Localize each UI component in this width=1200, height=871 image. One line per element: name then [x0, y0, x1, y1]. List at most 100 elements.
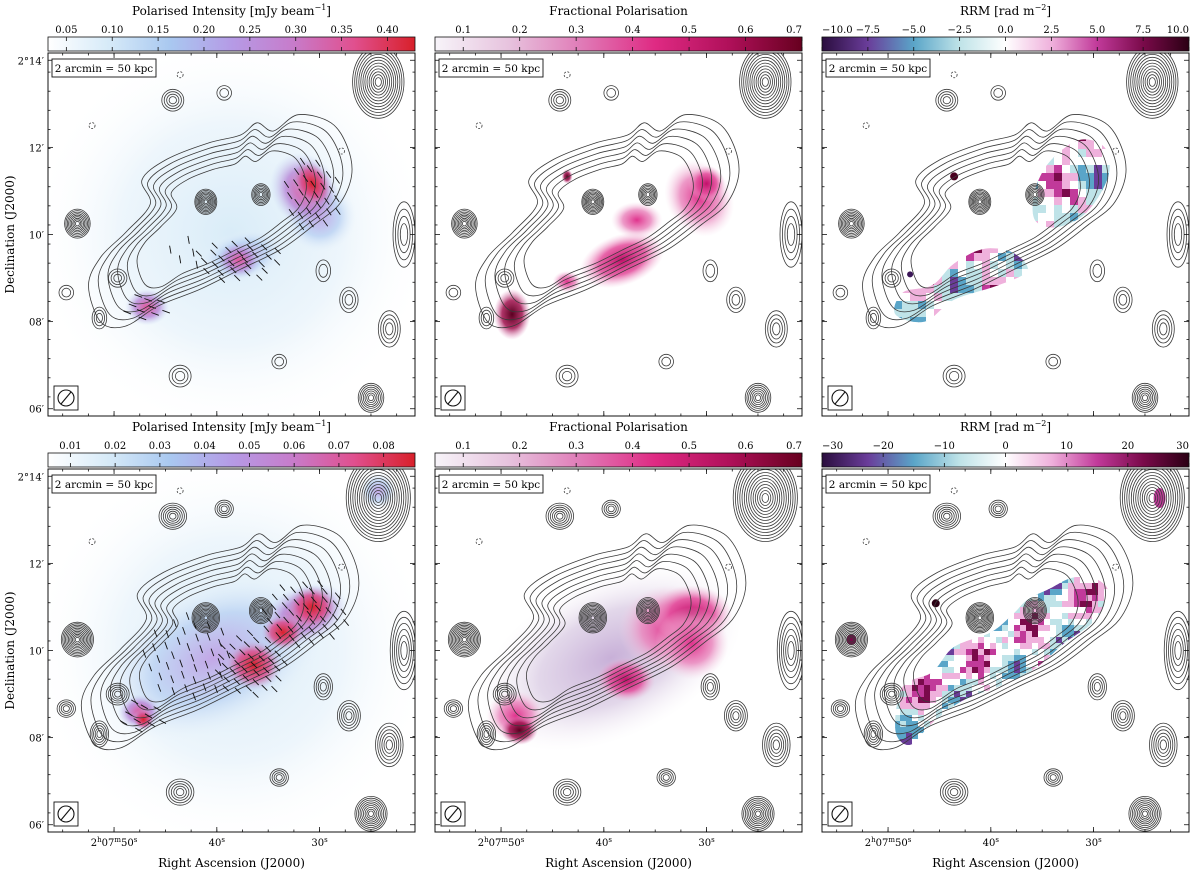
source-contour [743, 53, 788, 113]
rrm-pixel [1046, 221, 1055, 228]
colorbar-tick-label: −10.0 [822, 25, 853, 36]
source-contour [731, 293, 741, 306]
source-contour [974, 195, 986, 209]
rrm-pixel [1086, 173, 1095, 182]
source-contour [603, 85, 619, 101]
vector-mark [315, 200, 321, 208]
vector-mark [328, 185, 335, 193]
rrm-pixel [1102, 157, 1110, 166]
rrm-pixel [1006, 269, 1015, 278]
source-contour [200, 611, 212, 625]
rrm-pixel [1014, 269, 1023, 278]
rrm-pixel [1078, 149, 1087, 158]
rrm-pixel [1022, 269, 1028, 278]
source-contour [93, 309, 106, 327]
source-contour [548, 88, 572, 112]
polarisation-vectors [123, 157, 341, 321]
source-contour [761, 77, 769, 87]
rrm-pixel [1062, 189, 1071, 198]
rrm-pixel [1062, 165, 1071, 174]
emission-blob [493, 288, 531, 340]
rrm-pixel [998, 261, 1007, 270]
negative-contour [475, 122, 483, 129]
source-contour [113, 273, 122, 283]
source-contour [175, 370, 186, 382]
diffuse-contour [117, 135, 326, 305]
vector-mark [144, 298, 152, 302]
rrm-pixel [1070, 149, 1079, 158]
vector-mark [195, 260, 198, 269]
source-contour [583, 191, 602, 213]
source-contour [728, 290, 743, 310]
source-contour [168, 96, 177, 105]
source-contour [197, 608, 215, 627]
source-contour [203, 615, 208, 621]
source-contour [194, 188, 218, 215]
source-contour [252, 184, 270, 205]
source-contour [168, 364, 192, 388]
source-contour [1030, 189, 1040, 201]
source-contour [358, 54, 399, 111]
colorbar-title: Polarised Intensity [mJy beam−1] [132, 3, 331, 18]
panel-content [48, 469, 415, 832]
diffuse-contour [523, 150, 694, 289]
emission-blob [611, 201, 663, 239]
rrm-pixel [894, 301, 903, 310]
rrm-pixel [1062, 213, 1071, 222]
source-contour [60, 621, 94, 658]
vector-mark [293, 179, 299, 187]
source-contour [1126, 53, 1179, 119]
vector-mark [211, 261, 219, 268]
source-contour [749, 59, 782, 105]
rrm-pixel [1046, 173, 1055, 182]
diffuse-contour [900, 143, 1090, 297]
rrm-pixel [974, 253, 983, 262]
y-tick-label: 10′ [29, 231, 45, 242]
colorbar-tick-label: 0.30 [285, 25, 307, 36]
rrm-pixel [918, 285, 927, 294]
rrm-pixel [942, 277, 951, 286]
source-contour [354, 53, 403, 116]
rrm-pixel [934, 301, 943, 310]
rrm-pixel [1078, 157, 1087, 166]
rrm-pixel [1054, 189, 1063, 198]
source-contour [555, 96, 564, 105]
source-contour [846, 217, 857, 230]
vector-mark [288, 208, 295, 217]
source-contour [1045, 353, 1061, 370]
emission-blob [688, 165, 725, 202]
rrm-pixel [918, 293, 927, 302]
source-contour [192, 603, 219, 633]
vector-mark [162, 309, 171, 314]
source-contour [1142, 68, 1162, 96]
source-contour [745, 54, 786, 111]
source-contour [1159, 322, 1168, 336]
rrm-pixel [982, 248, 991, 254]
source-contour [457, 216, 471, 231]
rrm-pixel [1014, 253, 1023, 262]
source-contour [1089, 259, 1106, 283]
source-contour [747, 56, 784, 108]
source-contour [558, 367, 576, 385]
source-contour [935, 88, 959, 112]
beam-angle [834, 391, 846, 405]
rrm-pixel [1070, 157, 1079, 166]
panel-bottom-left: 2 arcmin = 50 kpc2°14′12′10′08′06′Declin… [3, 419, 416, 870]
contour-group [445, 53, 802, 413]
vector-mark [236, 250, 244, 257]
source-contour [753, 65, 778, 99]
source-contour [977, 199, 982, 205]
rrm-pixel [902, 301, 911, 310]
source-contour [1135, 386, 1155, 409]
source-contour [976, 198, 984, 206]
source-contour [58, 284, 75, 301]
y-tick-label: 2°14′ [18, 56, 45, 67]
source-contour [171, 367, 189, 385]
source-contour [975, 196, 985, 207]
source-contour [362, 59, 395, 105]
rrm-pixel [942, 285, 951, 294]
source-contour [849, 220, 854, 227]
source-contour [1144, 71, 1160, 93]
rrm-pixel [1086, 189, 1095, 198]
rrm-pixel [1046, 157, 1055, 166]
